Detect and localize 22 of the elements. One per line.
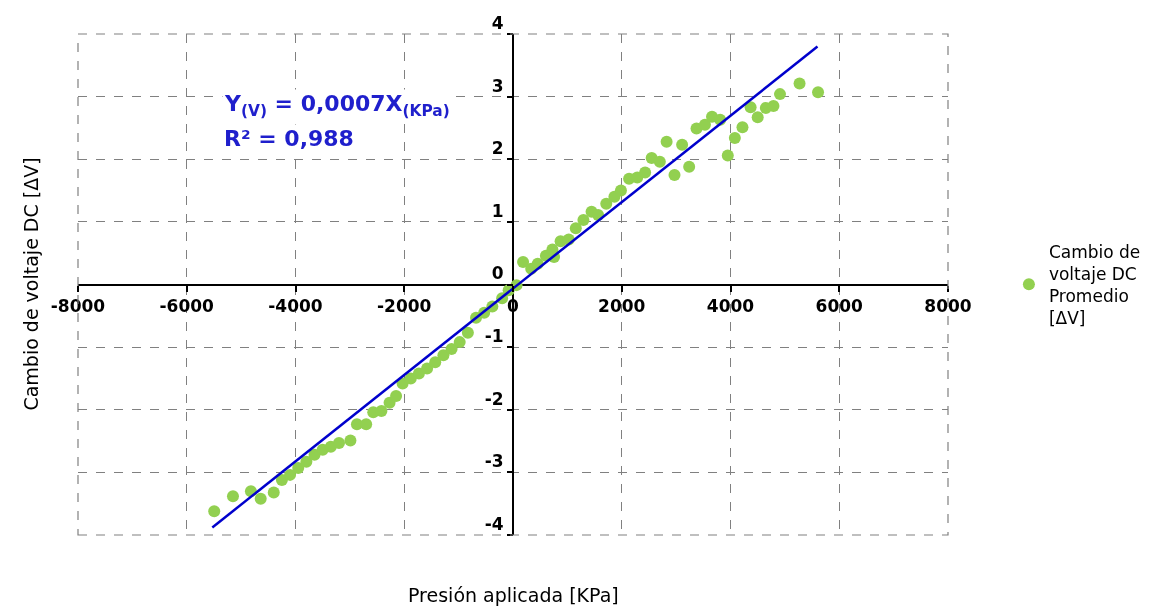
x-tick-label: -2000 [377,295,432,316]
y-tick-label: 4 [491,12,504,33]
x-tick-label: -4000 [268,295,323,316]
x-tick-label: 8000 [924,295,972,316]
x-axis-title: Presión aplicada [KPa] [408,584,619,606]
x-tick-label: 6000 [815,295,864,316]
annotation: R² = 0,988 [224,126,354,151]
y-tick-label: -4 [484,513,504,534]
y-tick-label: -2 [484,388,504,409]
y-tick-label: 2 [491,138,504,159]
x-tick-label: 4000 [706,295,755,316]
y-tick-label: 3 [491,75,504,96]
y-tick-label: -1 [484,326,504,347]
y-axis-title: Cambio de voltaje DC [ΔV] [19,157,42,411]
x-tick-label: -8000 [50,295,106,316]
y-tick-label: -3 [484,451,504,472]
annotation: Y$_{(V)}$ = 0,0007X$_{(KPa)}$ [224,91,450,120]
x-tick-label: -6000 [159,295,215,316]
x-tick-label: 2000 [598,295,646,316]
legend-label: Cambio de voltaje DC Promedio [ΔV] [1048,241,1141,328]
y-tick-label: 1 [491,200,504,221]
y-tick-label: 0 [491,263,504,284]
